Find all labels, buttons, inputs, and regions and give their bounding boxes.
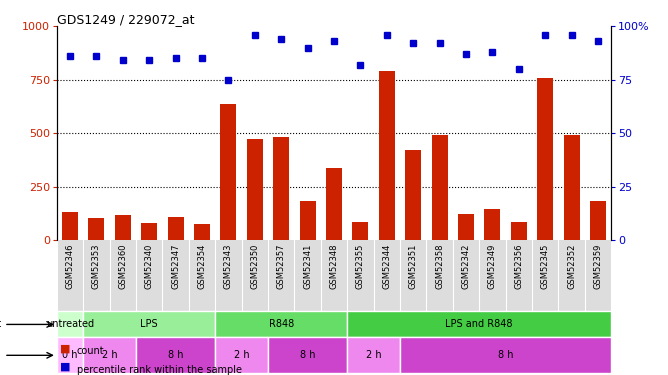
Text: GSM52346: GSM52346 <box>65 244 74 289</box>
Text: GSM52348: GSM52348 <box>329 244 339 289</box>
Text: GSM52347: GSM52347 <box>171 244 180 289</box>
Text: GSM52359: GSM52359 <box>594 244 603 289</box>
Bar <box>84 311 215 338</box>
Bar <box>136 338 215 373</box>
Bar <box>62 212 78 240</box>
Bar <box>220 104 236 240</box>
Bar <box>405 150 421 240</box>
Text: GSM52357: GSM52357 <box>277 244 286 289</box>
Text: GSM52355: GSM52355 <box>356 244 365 289</box>
Text: GSM52350: GSM52350 <box>250 244 259 289</box>
Bar <box>379 71 395 240</box>
Text: count: count <box>77 346 104 356</box>
Text: GSM52343: GSM52343 <box>224 244 233 289</box>
Bar <box>564 135 580 240</box>
Text: 0 h: 0 h <box>62 350 77 360</box>
Text: GSM52353: GSM52353 <box>92 244 101 289</box>
Text: 8 h: 8 h <box>300 350 315 360</box>
Text: agent: agent <box>0 320 1 329</box>
Bar <box>194 224 210 240</box>
Bar <box>57 311 84 338</box>
Bar <box>347 338 400 373</box>
Text: GSM52340: GSM52340 <box>145 244 154 289</box>
Text: GSM52352: GSM52352 <box>567 244 576 289</box>
Text: 2 h: 2 h <box>234 350 249 360</box>
Text: GSM52345: GSM52345 <box>540 244 550 289</box>
Bar <box>215 311 347 338</box>
Text: GSM52360: GSM52360 <box>118 244 128 289</box>
Bar <box>400 338 611 373</box>
Text: GSM52351: GSM52351 <box>409 244 418 289</box>
Bar <box>458 214 474 240</box>
Bar <box>300 201 315 240</box>
Bar <box>57 338 84 373</box>
Bar <box>168 216 184 240</box>
Text: LPS: LPS <box>140 320 158 329</box>
Text: GDS1249 / 229072_at: GDS1249 / 229072_at <box>57 13 194 26</box>
Text: GSM52349: GSM52349 <box>488 244 497 289</box>
Bar <box>273 138 289 240</box>
Bar <box>84 338 136 373</box>
Text: untreated: untreated <box>46 320 94 329</box>
Bar <box>88 217 104 240</box>
Text: LPS and R848: LPS and R848 <box>446 320 513 329</box>
Bar <box>141 223 157 240</box>
Bar <box>537 78 553 240</box>
Bar <box>215 338 268 373</box>
Text: 8 h: 8 h <box>498 350 514 360</box>
Text: 2 h: 2 h <box>102 350 118 360</box>
Bar <box>511 222 527 240</box>
Text: GSM52342: GSM52342 <box>462 244 470 289</box>
Text: ■: ■ <box>60 343 71 353</box>
Bar <box>590 201 606 240</box>
Bar <box>347 311 611 338</box>
Bar <box>268 338 347 373</box>
Text: ■: ■ <box>60 362 71 372</box>
Text: GSM52341: GSM52341 <box>303 244 312 289</box>
Bar <box>115 216 131 240</box>
Bar <box>484 209 500 240</box>
Text: R848: R848 <box>269 320 294 329</box>
Bar <box>326 168 342 240</box>
Text: 2 h: 2 h <box>366 350 381 360</box>
Text: time: time <box>0 350 1 360</box>
Text: GSM52344: GSM52344 <box>382 244 391 289</box>
Text: percentile rank within the sample: percentile rank within the sample <box>77 364 242 375</box>
Bar <box>432 135 448 240</box>
Text: GSM52356: GSM52356 <box>514 244 523 289</box>
Bar <box>247 138 263 240</box>
Text: GSM52354: GSM52354 <box>198 244 206 289</box>
Text: GSM52358: GSM52358 <box>435 244 444 289</box>
Text: 8 h: 8 h <box>168 350 183 360</box>
Bar <box>353 222 368 240</box>
